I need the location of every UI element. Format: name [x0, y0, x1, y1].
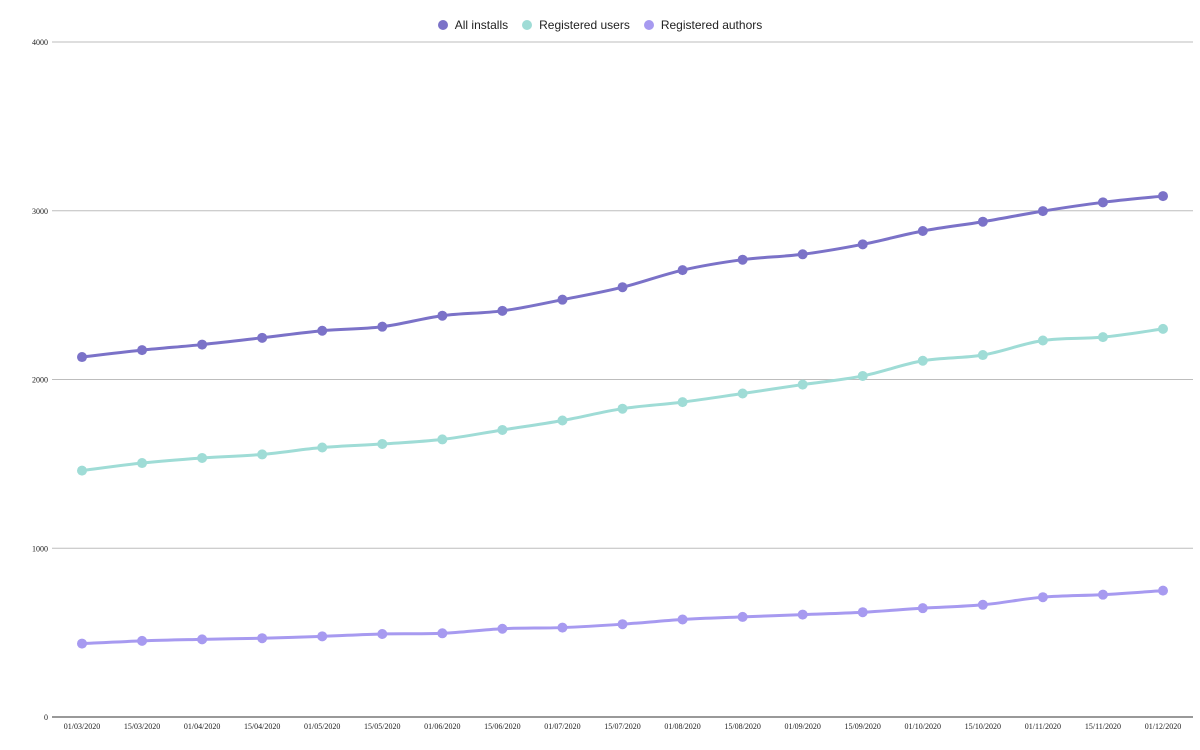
legend-marker-registered-users [522, 20, 533, 30]
y-tick-label: 2000 [32, 376, 48, 385]
data-point-registered-users [977, 350, 988, 361]
y-tick-label: 0 [44, 713, 48, 722]
data-point-registered-authors [317, 631, 328, 642]
x-tick-label: 01/10/2020 [905, 722, 941, 731]
legend-label-registered-users: Registered users [539, 18, 630, 32]
legend-item-registered-authors[interactable]: Registered authors [643, 17, 763, 33]
data-point-registered-authors [377, 628, 388, 639]
data-point-registered-users [317, 442, 328, 453]
x-tick-label: 01/09/2020 [784, 722, 820, 731]
data-point-registered-authors [197, 634, 208, 645]
data-point-all-installs [317, 325, 328, 336]
data-point-all-installs [797, 249, 808, 260]
x-tick-label: 15/10/2020 [965, 722, 1001, 731]
data-point-registered-authors [1158, 585, 1168, 596]
data-point-all-installs [917, 226, 928, 236]
data-point-all-installs [1158, 191, 1168, 202]
y-tick-label: 4000 [32, 38, 48, 47]
y-tick-label: 3000 [32, 207, 48, 216]
x-tick-label: 01/12/2020 [1145, 722, 1181, 731]
data-point-all-installs [437, 310, 448, 321]
legend-label-all-installs: All installs [454, 18, 509, 32]
data-point-all-installs [377, 321, 388, 332]
data-point-all-installs [197, 339, 208, 350]
x-tick-label: 15/04/2020 [244, 722, 280, 731]
data-point-registered-users [197, 452, 208, 463]
data-point-registered-users [797, 379, 808, 390]
y-tick-label: 1000 [32, 544, 48, 553]
data-point-registered-authors [137, 635, 148, 646]
data-point-registered-authors [677, 614, 688, 625]
x-tick-label: 15/05/2020 [364, 722, 400, 731]
data-point-registered-users [557, 415, 568, 426]
data-point-all-installs [1037, 206, 1048, 217]
data-point-registered-users [497, 424, 508, 435]
x-tick-label: 01/06/2020 [424, 722, 460, 731]
data-point-all-installs [737, 254, 748, 265]
data-point-registered-authors [797, 609, 808, 620]
data-point-registered-users [617, 403, 628, 414]
data-point-registered-users [857, 370, 868, 381]
data-point-registered-users [77, 465, 87, 476]
data-point-all-installs [257, 332, 268, 343]
data-point-all-installs [617, 282, 628, 293]
x-tick-label: 15/11/2020 [1085, 722, 1121, 731]
data-point-registered-users [377, 438, 388, 449]
data-point-registered-users [677, 397, 688, 408]
series-line-all-installs [80, 194, 1165, 359]
data-point-all-installs [677, 265, 688, 276]
x-tick-label: 15/03/2020 [124, 722, 160, 731]
data-point-registered-users [257, 449, 268, 460]
data-point-all-installs [1097, 197, 1108, 208]
data-point-all-installs [77, 352, 87, 363]
data-point-registered-authors [437, 628, 448, 639]
x-tick-label: 15/09/2020 [844, 722, 880, 731]
legend-marker-registered-authors [643, 20, 654, 30]
data-point-all-installs [857, 239, 868, 250]
data-point-registered-users [1158, 323, 1168, 334]
data-point-registered-users [437, 434, 448, 445]
data-point-registered-authors [257, 633, 268, 644]
data-point-registered-authors [617, 619, 628, 630]
data-point-registered-authors [497, 623, 508, 634]
data-point-registered-users [917, 355, 928, 366]
data-point-all-installs [977, 216, 988, 227]
data-point-all-installs [137, 345, 148, 356]
data-point-registered-authors [1097, 589, 1108, 600]
x-tick-label: 15/08/2020 [724, 722, 760, 731]
series-line-registered-users [80, 327, 1165, 473]
data-point-registered-authors [917, 603, 928, 614]
x-tick-label: 01/07/2020 [544, 722, 580, 731]
x-tick-label: 01/11/2020 [1025, 722, 1061, 731]
data-point-registered-users [1097, 332, 1108, 343]
x-tick-label: 15/07/2020 [604, 722, 640, 731]
data-point-registered-authors [977, 599, 988, 610]
data-point-registered-users [1037, 335, 1048, 346]
data-point-registered-users [737, 388, 748, 399]
x-tick-label: 01/05/2020 [304, 722, 340, 731]
legend-item-registered-users[interactable]: Registered users [522, 17, 630, 33]
legend-marker-all-installs [437, 20, 448, 30]
data-point-registered-authors [557, 622, 568, 633]
chart-legend: All installs Registered users Registered… [0, 17, 1200, 33]
data-point-registered-authors [1037, 592, 1048, 603]
data-point-registered-authors [857, 607, 868, 618]
series-line-registered-authors [80, 589, 1165, 646]
data-point-registered-authors [77, 638, 87, 649]
x-tick-label: 01/03/2020 [64, 722, 100, 731]
legend-item-all-installs[interactable]: All installs [437, 17, 509, 33]
x-tick-label: 01/08/2020 [664, 722, 700, 731]
data-point-registered-authors [737, 611, 748, 622]
data-point-all-installs [557, 294, 568, 305]
x-tick-label: 15/06/2020 [484, 722, 520, 731]
x-tick-label: 01/04/2020 [184, 722, 220, 731]
data-point-all-installs [497, 305, 508, 316]
data-point-registered-users [137, 458, 148, 469]
legend-label-registered-authors: Registered authors [660, 18, 763, 32]
